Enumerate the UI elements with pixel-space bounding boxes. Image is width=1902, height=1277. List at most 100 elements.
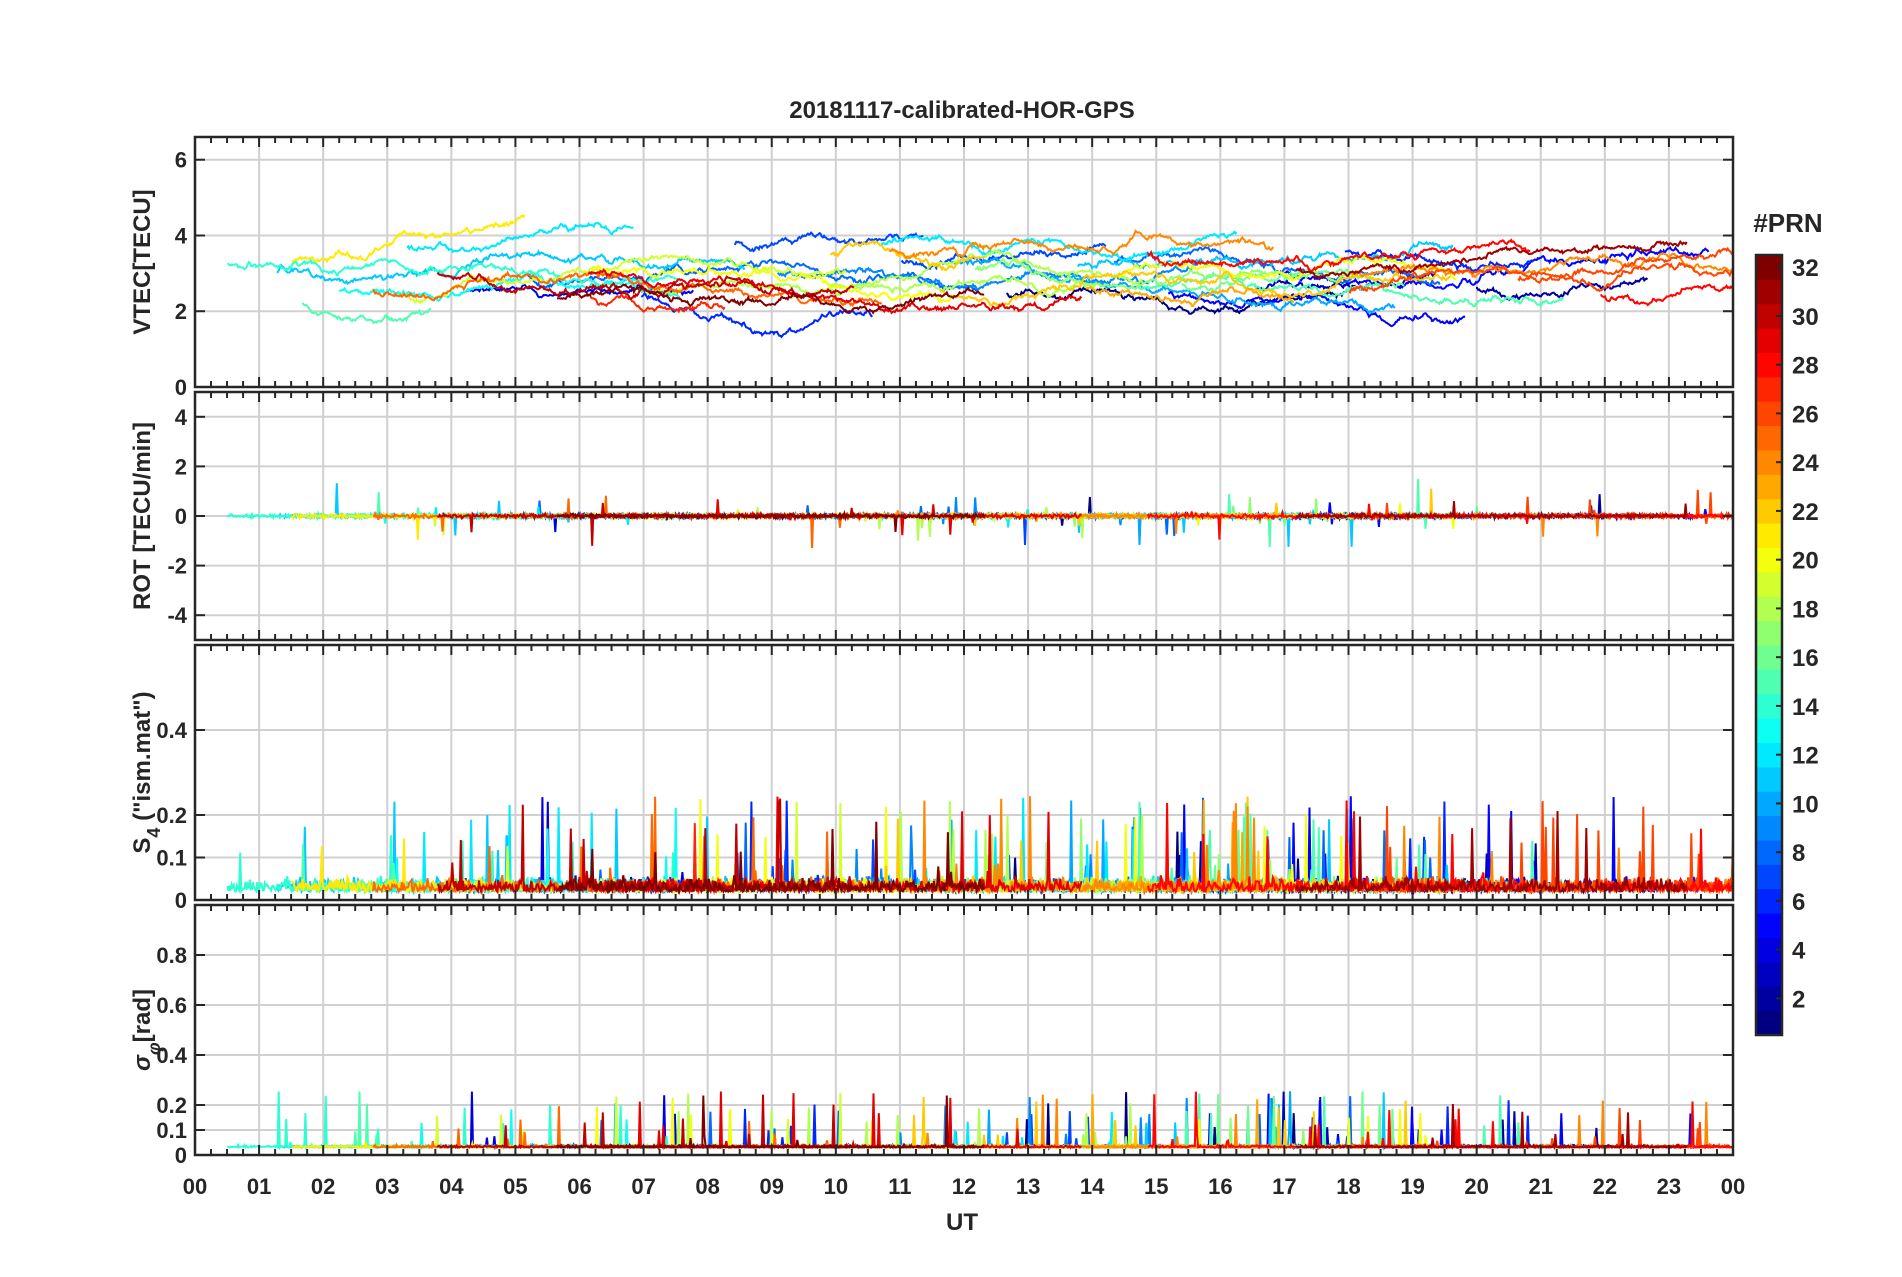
panel-sigma: 00.10.2 0.4 0.6 0.8 σφ[rad] <box>129 903 1735 1168</box>
colorbar-segment <box>1756 961 1782 987</box>
x-tick-label: 22 <box>1593 1174 1617 1199</box>
series-prn-27 <box>589 293 726 314</box>
series-prn-6 <box>1344 1100 1534 1151</box>
series-group <box>227 1091 1733 1151</box>
colorbar-tick-label: 24 <box>1792 450 1819 477</box>
colorbar-segment <box>1756 279 1782 305</box>
colorbar-segment <box>1756 766 1782 792</box>
colorbar-segment <box>1756 523 1782 548</box>
series-prn-5 <box>1168 290 1466 328</box>
panel-s4: 0 0.1 0.2 0.4S4 ("ism.mat") <box>129 643 1735 913</box>
x-tick-label: 16 <box>1208 1174 1232 1199</box>
series-prn-22 <box>939 270 1451 307</box>
colorbar-segment <box>1756 913 1782 938</box>
series-prn-24 <box>888 228 1275 260</box>
series-prn-13 <box>338 1109 681 1150</box>
y-axis-label-rot: ROT [TECU/min] <box>129 422 156 610</box>
series-prn-31 <box>1295 810 1688 895</box>
series-prn-12 <box>880 230 1238 262</box>
series-prn-11 <box>276 483 745 536</box>
series-group <box>226 478 1733 549</box>
series-prn-22 <box>829 240 985 272</box>
series-prn-19 <box>399 1093 848 1151</box>
series-prn-6 <box>1344 248 1534 273</box>
x-tick-label: 03 <box>375 1174 399 1199</box>
x-tick-label: 01 <box>247 1174 271 1199</box>
series-prn-31 <box>1295 1103 1688 1151</box>
series-prn-26 <box>1517 1107 1733 1150</box>
x-tick-label: 07 <box>631 1174 655 1199</box>
colorbar-segment <box>1756 815 1782 841</box>
colorbar-segment <box>1756 425 1782 451</box>
x-tick-label: 08 <box>695 1174 719 1199</box>
series-prn-12 <box>406 221 634 254</box>
colorbar-segment <box>1756 571 1782 597</box>
series-prn-28 <box>1146 503 1532 540</box>
colorbar-tick-label: 4 <box>1792 938 1806 965</box>
series-prn-26 <box>1517 246 1733 285</box>
x-tick-label: 20 <box>1464 1174 1488 1199</box>
series-prn-15 <box>301 1091 432 1150</box>
x-tick-label: 12 <box>952 1174 976 1199</box>
x-tick-label: 00 <box>183 1174 207 1199</box>
series-prn-31 <box>1295 239 1688 281</box>
colorbar-tick-label: 16 <box>1792 645 1819 672</box>
colorbar-segment <box>1756 474 1782 500</box>
series-prn-18 <box>642 249 1145 299</box>
colorbar-tick-label: 30 <box>1792 304 1819 331</box>
x-tick-label: 11 <box>888 1174 911 1199</box>
colorbar-segment <box>1756 669 1782 695</box>
series-group <box>227 214 1733 339</box>
series-prn-10 <box>950 256 1396 314</box>
series-prn-21 <box>291 214 526 264</box>
series-prn-11 <box>276 249 746 286</box>
series-prn-23 <box>1085 285 1295 308</box>
colorbar-tick-label: 26 <box>1792 401 1819 428</box>
series-prn-25 <box>372 796 882 896</box>
colorbar-tick-label: 12 <box>1792 743 1819 770</box>
colorbar-tick-label: 2 <box>1792 986 1805 1013</box>
y-tick-label: 6 <box>175 148 187 173</box>
panel-vtec: 0 2 4 6 VTEC[TECU] <box>129 135 1735 400</box>
series-prn-32 <box>556 1095 985 1150</box>
x-tick-label: 19 <box>1400 1174 1424 1199</box>
series-prn-19 <box>399 254 848 304</box>
series-prn-18 <box>828 274 1097 298</box>
y-axis-label-s4: S4 ("ism.mat") <box>129 691 164 853</box>
series-prn-31 <box>1295 501 1688 522</box>
x-tick-label: 21 <box>1529 1174 1553 1199</box>
series-prn-23 <box>1085 1094 1295 1151</box>
y-tick-label: 2 <box>175 454 187 479</box>
series-prn-7 <box>733 231 924 253</box>
colorbar-segment <box>1756 1010 1782 1036</box>
y-axis-label-sigma: σφ[rad] <box>129 989 164 1071</box>
colorbar-tick-label: 18 <box>1792 596 1819 623</box>
x-tick-label: 14 <box>1080 1174 1105 1199</box>
series-prn-14 <box>227 1091 679 1151</box>
series-prn-24 <box>1351 1100 1733 1151</box>
y-tick-label: 0.1 <box>156 1118 187 1143</box>
series-prn-2 <box>1476 276 1649 302</box>
y-tick-label: 0.4 <box>156 1043 187 1068</box>
chart-title: 20181117-calibrated-HOR-GPS <box>789 97 1135 124</box>
series-prn-3 <box>1254 1091 1436 1150</box>
y-tick-label: 0.2 <box>156 1093 187 1118</box>
series-prn-20 <box>589 264 954 304</box>
colorbar-tick-label: 22 <box>1792 499 1819 526</box>
panel-rot: -4 -2 0 2 4 ROT [TECU/min] <box>129 390 1735 642</box>
series-prn-28 <box>1147 238 1531 273</box>
colorbar-segment <box>1756 864 1782 890</box>
x-tick-label: 06 <box>567 1174 591 1199</box>
series-prn-18 <box>828 507 1097 541</box>
x-tick-label: 02 <box>311 1174 335 1199</box>
y-tick-label: 0 <box>175 1143 187 1168</box>
series-prn-1 <box>1005 284 1357 315</box>
y-tick-label: -2 <box>167 554 187 579</box>
x-tick-label: 09 <box>760 1174 784 1199</box>
colorbar-segment <box>1756 718 1782 743</box>
x-tick-label: 18 <box>1336 1174 1360 1199</box>
x-tick-label: 00 <box>1721 1174 1745 1199</box>
